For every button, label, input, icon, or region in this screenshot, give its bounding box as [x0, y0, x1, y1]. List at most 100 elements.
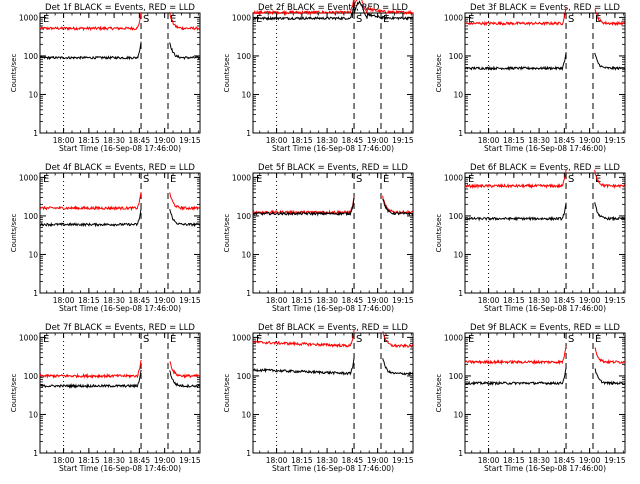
x-tick-label: 18:30 [103, 136, 125, 145]
x-tick-label: 19:15 [604, 136, 626, 145]
marker-label: E [468, 14, 474, 25]
x-tick-label: 18:45 [554, 296, 576, 305]
x-tick-label: 18:15 [291, 296, 313, 305]
y-tick-label: 1000 [444, 173, 463, 182]
panel-title: Det 2f BLACK = Events, RED = LLD [258, 3, 408, 13]
x-axis-title: Start Time (16-Sep-08 17:46:00) [484, 304, 606, 313]
series-events-line [252, 357, 414, 377]
series-lld-line [252, 195, 413, 216]
marker-label: E [170, 334, 176, 345]
panel-title: Det 6f BLACK = Events, RED = LLD [470, 163, 620, 173]
x-tick-label: 18:45 [554, 136, 576, 145]
x-tick-label: 19:15 [392, 296, 414, 305]
x-tick-label: 18:30 [316, 296, 338, 305]
series-events-line [39, 208, 201, 228]
x-tick-label: 18:45 [342, 296, 364, 305]
marker-label: E [43, 174, 49, 185]
x-tick-label: 18:30 [103, 456, 125, 465]
plot-frame [252, 172, 414, 294]
x-axis-title: Start Time (16-Sep-08 17:46:00) [59, 464, 181, 473]
panel-title: Det 7f BLACK = Events, RED = LLD [45, 323, 195, 333]
x-tick-label: 18:45 [129, 456, 151, 465]
x-tick-label: 19:00 [154, 136, 176, 145]
x-tick-label: 19:00 [367, 296, 389, 305]
marker-label: S [568, 334, 574, 345]
series-events-line [39, 369, 201, 389]
y-tick-label: 1 [458, 129, 463, 138]
x-tick-label: 18:45 [129, 136, 151, 145]
y-tick-label: 100 [237, 212, 252, 221]
y-axis-title: Counts/sec [223, 214, 231, 253]
x-tick-label: 18:30 [316, 136, 338, 145]
y-axis-title: Counts/sec [10, 54, 18, 93]
y-tick-label: 1000 [19, 173, 38, 182]
x-tick-label: 18:00 [478, 136, 500, 145]
x-tick-label: 18:45 [342, 456, 364, 465]
x-tick-label: 19:00 [367, 136, 389, 145]
x-axis-title: Start Time (16-Sep-08 17:46:00) [484, 464, 606, 473]
y-tick-label: 1000 [232, 333, 251, 342]
x-tick-label: 19:15 [392, 136, 414, 145]
y-tick-label: 1 [33, 289, 38, 298]
y-tick-label: 100 [237, 372, 252, 381]
marker-label: S [356, 174, 362, 185]
y-tick-label: 100 [24, 52, 39, 61]
marker-label: S [356, 334, 362, 345]
x-tick-label: 18:30 [528, 456, 550, 465]
y-tick-label: 1 [458, 289, 463, 298]
x-tick-label: 18:00 [53, 296, 75, 305]
marker-label: E [256, 334, 262, 345]
marker-label: E [43, 14, 49, 25]
series-events-line [252, 0, 414, 21]
x-tick-label: 18:00 [478, 456, 500, 465]
panel-det-9f: Det 9f BLACK = Events, RED = LLD 1 10 100 10… [435, 323, 626, 473]
marker-label: S [356, 14, 362, 25]
y-tick-label: 1 [246, 449, 251, 458]
panel-title: Det 9f BLACK = Events, RED = LLD [470, 323, 620, 333]
y-tick-label: 10 [28, 410, 38, 419]
plot-frame [252, 332, 414, 454]
x-tick-label: 19:15 [392, 456, 414, 465]
panel-det-6f: Det 6f BLACK = Events, RED = LLD 1 10 100 10… [435, 163, 626, 313]
y-axis-title: Counts/sec [223, 374, 231, 413]
marker-label: S [143, 334, 149, 345]
series-events-line [464, 52, 626, 72]
x-tick-label: 19:15 [604, 296, 626, 305]
marker-label: E [468, 334, 474, 345]
y-tick-label: 10 [241, 250, 251, 259]
x-tick-label: 19:00 [579, 456, 601, 465]
x-axis-title: Start Time (16-Sep-08 17:46:00) [272, 144, 394, 153]
marker-label: E [256, 14, 262, 25]
marker-label: E [468, 174, 474, 185]
panel-det-5f: Det 5f BLACK = Events, RED = LLD 1 10 100 10… [223, 163, 414, 313]
marker-label: E [383, 174, 389, 185]
x-tick-label: 18:30 [528, 296, 550, 305]
series-lld-line [464, 169, 625, 190]
x-tick-label: 19:00 [367, 456, 389, 465]
y-tick-label: 1000 [444, 13, 463, 22]
x-axis-title: Start Time (16-Sep-08 17:46:00) [272, 304, 394, 313]
marker-label: E [383, 14, 389, 25]
plot-frame [464, 12, 626, 134]
plot-frame [39, 172, 201, 294]
x-tick-label: 19:00 [579, 296, 601, 305]
marker-label: E [43, 334, 49, 345]
panel-det-4f: Det 4f BLACK = Events, RED = LLD 1 10 100 10… [10, 163, 201, 313]
y-tick-label: 1 [246, 129, 251, 138]
series-lld-line [39, 359, 201, 380]
plot-frame [464, 332, 626, 454]
y-tick-label: 1000 [19, 333, 38, 342]
x-tick-label: 18:30 [316, 456, 338, 465]
x-tick-label: 18:15 [291, 136, 313, 145]
marker-label: S [143, 14, 149, 25]
y-tick-label: 100 [449, 212, 464, 221]
x-tick-label: 18:15 [78, 296, 100, 305]
x-tick-label: 19:15 [179, 136, 201, 145]
series-events-line [464, 202, 626, 222]
y-tick-label: 1000 [232, 13, 251, 22]
x-tick-label: 19:15 [604, 456, 626, 465]
panel-title: Det 5f BLACK = Events, RED = LLD [258, 163, 408, 173]
y-tick-label: 10 [241, 90, 251, 99]
panel-det-3f: Det 3f BLACK = Events, RED = LLD 1 10 100 10… [435, 3, 626, 153]
